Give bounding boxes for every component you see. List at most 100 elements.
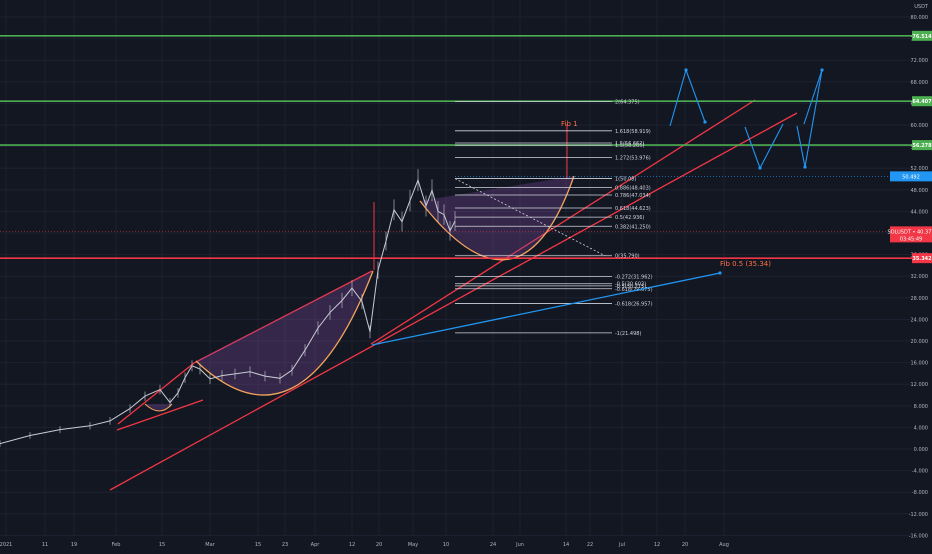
currency-label: USDT bbox=[914, 4, 929, 10]
resistance-1-tag bbox=[912, 140, 932, 151]
resistance-2-tag bbox=[912, 96, 932, 107]
y-tick-label: 28.000 bbox=[911, 296, 929, 302]
x-tick-label: 15 bbox=[159, 542, 165, 548]
y-tick-label: 68.000 bbox=[911, 80, 929, 86]
projection-line bbox=[371, 272, 721, 346]
fib-diagonal bbox=[454, 178, 606, 257]
arrow-head bbox=[684, 68, 688, 72]
y-tick-label: 20.000 bbox=[911, 339, 929, 345]
fib-1-label: Fib 1 bbox=[561, 120, 578, 128]
price-tags: 76.514 64.407 56.278 35.342 50.492 SOLUSDT • … bbox=[887, 30, 932, 264]
support-tag bbox=[912, 253, 932, 264]
price-series bbox=[0, 169, 456, 447]
channel-line bbox=[117, 362, 195, 425]
y-tick-label: 72.000 bbox=[911, 58, 929, 64]
x-tick-label: 14 bbox=[563, 542, 569, 548]
y-tick-label: 0.000 bbox=[914, 447, 928, 453]
x-tick-label: 22 bbox=[587, 542, 593, 548]
y-tick-label: 8.000 bbox=[914, 404, 928, 410]
price-tag-current-label: SOLUSDT • 40.377 bbox=[887, 229, 932, 235]
x-tick-label: Jun bbox=[515, 542, 524, 548]
fib-label: 1(50.08) bbox=[615, 177, 636, 183]
annotations: Fib 1 Fib 0.5 (35.34) bbox=[561, 120, 771, 268]
trend-channel bbox=[109, 99, 798, 491]
y-tick-label: 12.000 bbox=[911, 382, 929, 388]
fib-label: 0.886(48.403) bbox=[615, 186, 651, 192]
y-tick-label: 16.000 bbox=[911, 361, 929, 367]
x-tick-label: 10 bbox=[443, 542, 449, 548]
projection-arrow bbox=[803, 69, 823, 125]
x-tick-label: Feb bbox=[112, 542, 121, 548]
arrow-head bbox=[758, 166, 762, 170]
x-tick-label: 12 bbox=[654, 542, 660, 548]
fib-label: -0.618(26.957) bbox=[615, 301, 653, 307]
channel-line bbox=[193, 270, 373, 364]
fib-label: -0.5(30.215) bbox=[615, 284, 646, 290]
fib-label: -0.272(31.962) bbox=[615, 274, 653, 280]
arrow-head bbox=[803, 165, 807, 169]
price-tag-current bbox=[890, 226, 932, 243]
price-tag-blue bbox=[890, 171, 932, 182]
y-tick-label: 80.000 bbox=[911, 15, 929, 21]
arrow-head bbox=[718, 271, 722, 275]
x-tick-label: May bbox=[408, 542, 418, 548]
y-tick-label: -4.000 bbox=[912, 469, 928, 475]
resistance-2-label: 64.407 bbox=[912, 99, 932, 105]
x-tick-label: 20 bbox=[376, 542, 382, 548]
x-tick-label: Apr bbox=[311, 542, 321, 548]
resistance-1-label: 56.278 bbox=[912, 143, 932, 149]
fib-label: -0.5(30.603) bbox=[615, 282, 646, 288]
x-tick-label: 20 bbox=[682, 542, 688, 548]
cup-curve bbox=[419, 175, 575, 261]
fib-label: 0.382(41.250) bbox=[615, 224, 651, 230]
x-axis[interactable]: 2021 11 19 Feb 15 Mar 15 23 Apr 12 20 May 10 24 Jun 14 2… bbox=[0, 542, 729, 548]
fib-label: 0.5(42.936) bbox=[615, 215, 644, 221]
channel-line bbox=[109, 112, 798, 491]
fib-extension: 2(64.375) 1.618(58.919) 1.5(56.662)1.5(56.… bbox=[0, 99, 912, 337]
y-tick-label: 32.000 bbox=[911, 274, 929, 280]
x-tick-label: 12 bbox=[349, 542, 355, 548]
y-tick-label: 48.000 bbox=[911, 188, 929, 194]
fib-label: 0.786(47.034) bbox=[615, 193, 651, 199]
resistance-3-tag bbox=[912, 30, 932, 41]
cup-curve bbox=[195, 270, 374, 396]
y-tick-label: 44.000 bbox=[911, 209, 929, 215]
y-tick-label: 24.000 bbox=[911, 317, 929, 323]
y-tick-label: 4.000 bbox=[914, 425, 928, 431]
y-tick-label: -8.000 bbox=[912, 490, 928, 496]
fib-label: 1.5(56.265) bbox=[615, 143, 644, 149]
x-tick-label: Aug bbox=[719, 542, 729, 548]
y-tick-label: -16.000 bbox=[909, 533, 928, 539]
fib-label: 2(64.375) bbox=[615, 99, 640, 105]
price-tag-current-sublabel: 03:45:49 bbox=[900, 236, 922, 242]
horizontal-levels bbox=[0, 35, 912, 259]
fib-label: 1.5(56.662) bbox=[615, 141, 644, 147]
fib-label: 0(35.790) bbox=[615, 254, 640, 260]
fib-05-label: Fib 0.5 (35.34) bbox=[720, 260, 771, 268]
x-tick-label: Jul bbox=[618, 542, 625, 548]
resistance-3-label: 76.514 bbox=[912, 34, 932, 40]
fib-label: 1.618(58.919) bbox=[615, 129, 651, 135]
cup-patterns bbox=[144, 175, 575, 412]
x-tick-label: Mar bbox=[205, 542, 215, 548]
channel-line bbox=[370, 99, 756, 345]
x-tick-label: 11 bbox=[42, 542, 48, 548]
y-tick-label: -12.000 bbox=[909, 512, 928, 518]
projection-arrows bbox=[371, 68, 824, 346]
channel-line bbox=[116, 399, 204, 431]
x-tick-label: 24 bbox=[490, 542, 496, 548]
x-tick-label: 23 bbox=[282, 542, 288, 548]
cup-area bbox=[420, 176, 574, 260]
fib-label: -0.618(29.675) bbox=[615, 287, 653, 293]
support-label: 35.342 bbox=[912, 256, 932, 262]
y-tick-label: 60.000 bbox=[911, 123, 929, 129]
price-tag-blue-label: 50.492 bbox=[902, 174, 920, 180]
fib-label: -1(21.498) bbox=[615, 331, 641, 337]
x-tick-label: 15 bbox=[255, 542, 261, 548]
y-tick-label: 52.000 bbox=[911, 166, 929, 172]
fib-label: 1.272(53.976) bbox=[615, 156, 651, 162]
x-tick-label: 19 bbox=[71, 542, 77, 548]
arrow-head bbox=[703, 120, 707, 124]
